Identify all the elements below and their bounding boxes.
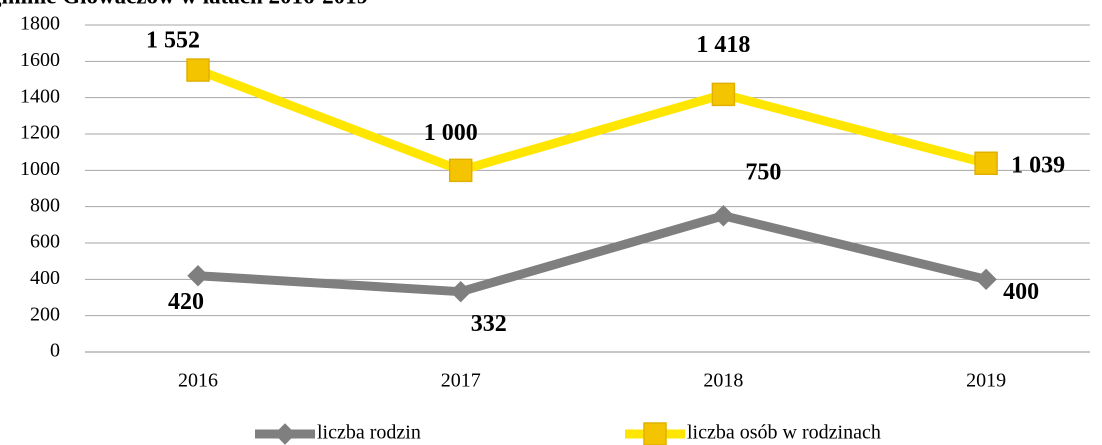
marker	[448, 158, 473, 183]
series-line	[197, 211, 988, 297]
data-label: 750	[745, 159, 781, 185]
y-tick-label: 0	[50, 340, 60, 362]
data-label: 1 039	[1011, 153, 1065, 179]
x-tick-label: 2016	[178, 370, 218, 392]
data-label: 332	[471, 311, 507, 337]
marker	[186, 58, 210, 82]
marker	[974, 151, 998, 175]
chart-title: gminie Głowaczów w latach 2016-2019	[0, 0, 368, 8]
y-tick-label: 1400	[20, 85, 60, 107]
y-tick-label: 1000	[20, 158, 60, 180]
y-tick-label: 1600	[20, 49, 60, 71]
y-tick-label: 400	[30, 267, 60, 289]
marker	[712, 205, 735, 227]
data-label: 1 552	[146, 28, 200, 54]
y-tick-label: 200	[30, 303, 60, 325]
y-tick-label: 600	[30, 231, 60, 253]
data-label: 1 418	[696, 32, 750, 58]
data-label: 420	[168, 289, 204, 315]
data-label: 1 000	[424, 120, 478, 146]
legend-marker	[274, 423, 296, 445]
legend-marker	[643, 422, 667, 445]
legend-label: liczba rodzin	[317, 422, 421, 444]
data-label: 400	[1003, 279, 1039, 305]
marker	[711, 82, 736, 107]
y-tick-label: 800	[30, 194, 60, 216]
marker	[975, 268, 997, 291]
marker	[187, 264, 209, 287]
y-tick-label: 1200	[20, 122, 60, 144]
marker	[449, 280, 472, 303]
legend-label: liczba osób w rodzinach	[687, 422, 881, 444]
x-tick-label: 2019	[966, 370, 1006, 392]
x-tick-label: 2017	[441, 370, 481, 392]
y-tick-label: 1800	[20, 13, 60, 35]
x-tick-label: 2018	[703, 370, 743, 392]
series-line	[196, 65, 988, 175]
